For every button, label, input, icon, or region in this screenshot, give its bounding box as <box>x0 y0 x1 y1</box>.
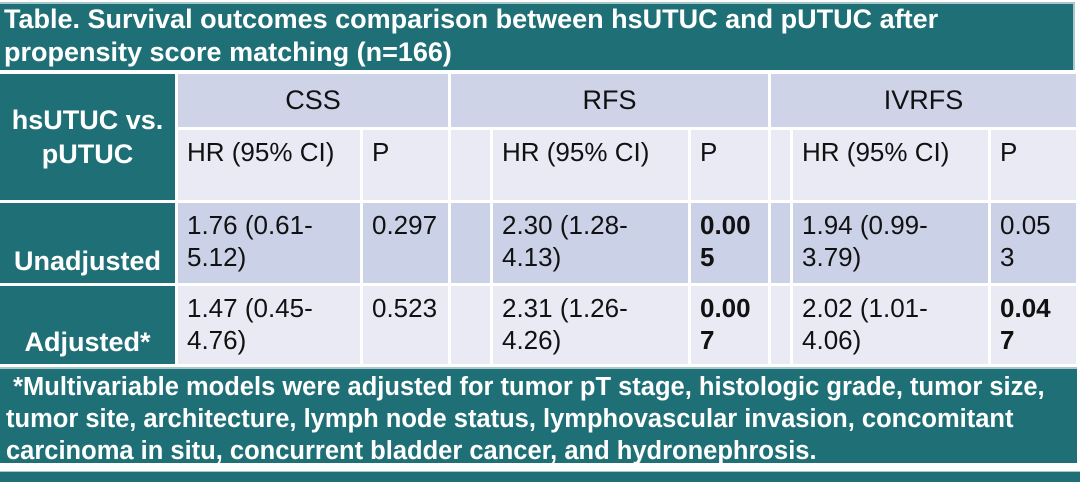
spacer-cell <box>448 127 493 203</box>
sub-header-row: HR (95% CI) P HR (95% CI) P HR (95% CI) … <box>0 127 1080 203</box>
table-row-unadjusted: Unadjusted 1.76 (0.61-5.12) 0.297 2.30 (… <box>0 200 1080 286</box>
adjusted-ivrfs-hr: 2.02 (1.01-4.06) <box>790 283 992 367</box>
css-p-header: P <box>360 127 451 203</box>
unadjusted-css-hr: 1.76 (0.61-5.12) <box>175 200 363 286</box>
survival-outcomes-table: hsUTUC vs. pUTUC CSS RFS IVRFS HR (95% C… <box>0 71 1080 367</box>
ivrfs-p-header: P <box>988 127 1080 203</box>
rfs-p-header: P <box>687 127 772 203</box>
unadjusted-rfs-p: 0.005 <box>687 200 772 286</box>
css-hr-header: HR (95% CI) <box>175 127 363 203</box>
group-header-row: hsUTUC vs. pUTUC CSS RFS IVRFS <box>0 71 1080 203</box>
table-row-adjusted: Adjusted* 1.47 (0.45-4.76) 0.523 2.31 (1… <box>0 283 1080 367</box>
spacer-cell <box>448 283 493 367</box>
table-title: Table. Survival outcomes comparison betw… <box>0 2 1075 70</box>
spacer-cell <box>768 127 794 203</box>
group-header-css: CSS <box>175 71 451 130</box>
survival-table-container: hsUTUC vs. pUTUC CSS RFS IVRFS HR (95% C… <box>0 71 1080 367</box>
adjusted-css-p: 0.523 <box>360 283 451 367</box>
unadjusted-ivrfs-hr: 1.94 (0.99-3.79) <box>790 200 992 286</box>
adjusted-ivrfs-p: 0.047 <box>988 283 1080 367</box>
group-header-rfs: RFS <box>447 71 772 130</box>
row-label-unadjusted: Unadjusted <box>0 200 178 286</box>
table-footnote: *Multivariable models were adjusted for … <box>0 367 1077 465</box>
rfs-hr-header: HR (95% CI) <box>490 127 691 203</box>
unadjusted-rfs-hr: 2.30 (1.28-4.13) <box>490 200 691 286</box>
unadjusted-ivrfs-p: 0.053 <box>988 200 1080 286</box>
unadjusted-css-p: 0.297 <box>360 200 451 286</box>
group-header-ivrfs: IVRFS <box>768 71 1080 130</box>
ivrfs-hr-header: HR (95% CI) <box>790 127 992 203</box>
corner-header: hsUTUC vs. pUTUC <box>0 71 178 203</box>
spacer-cell <box>768 200 794 286</box>
adjusted-css-hr: 1.47 (0.45-4.76) <box>175 283 363 367</box>
spacer-cell <box>768 283 794 367</box>
spacer-cell <box>448 200 493 286</box>
adjusted-rfs-hr: 2.31 (1.26-4.26) <box>490 283 691 367</box>
row-label-adjusted: Adjusted* <box>0 283 178 367</box>
adjusted-rfs-p: 0.007 <box>687 283 772 367</box>
bottom-accent-bar <box>0 471 1080 482</box>
